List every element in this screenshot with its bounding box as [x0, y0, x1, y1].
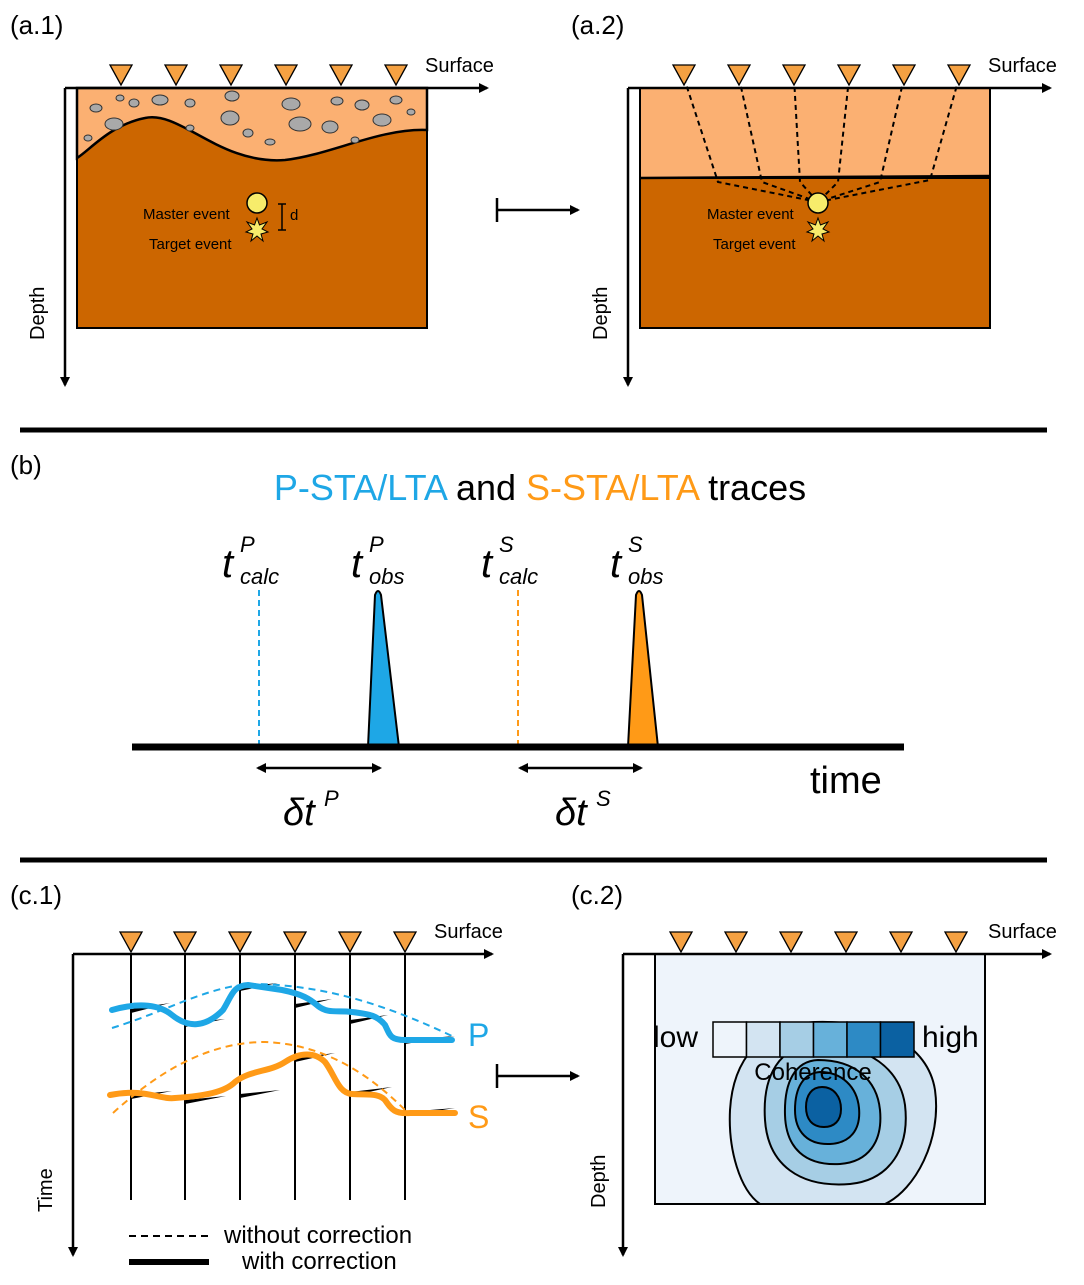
label-t-s-obs: t S obs: [610, 532, 663, 589]
svg-text:P: P: [369, 532, 384, 557]
panel-label-c2: (c.2): [571, 880, 623, 910]
colorbar-swatch-2: [745, 1021, 781, 1058]
colorbar-low-label: low: [653, 1021, 698, 1054]
svg-text:calc: calc: [240, 564, 279, 589]
s-solid-curve: [107, 1051, 458, 1117]
master-event-label: Master event: [707, 206, 795, 223]
title-s-part: S-STA/LTA: [526, 467, 700, 508]
label-t-p-obs: t P obs: [351, 532, 404, 589]
svg-text:S: S: [499, 532, 514, 557]
s-obs-peak: [626, 590, 660, 748]
colorbar-swatch-3: [779, 1021, 815, 1058]
ray-paths: [683, 77, 960, 203]
colorbar-swatch-5: [846, 1021, 882, 1058]
panel-c2: (c.2) Surface Depth low high Coherence: [571, 880, 1057, 1257]
colorbar-swatch-6: [879, 1021, 915, 1058]
legend-solid-label: with correction: [241, 1248, 397, 1275]
colorbar-swatch-1: [712, 1021, 748, 1058]
panel-c1: (c.1) Surface Time P S without co: [10, 880, 503, 1275]
p-phase-label: P: [468, 1017, 489, 1053]
mapping-arrow-a: [495, 198, 580, 222]
panel-label-a2: (a.2): [571, 10, 624, 40]
svg-text:calc: calc: [499, 564, 538, 589]
target-event-label: Target event: [713, 236, 796, 253]
s-dashed-curve: [112, 1040, 406, 1114]
title-and-part: and: [446, 467, 526, 508]
surface-label: Surface: [425, 55, 494, 77]
title-rest-part: traces: [698, 467, 806, 508]
panel-a1: (a.1) Surface Depth d Master event Targe…: [10, 10, 494, 387]
station-markers: [119, 931, 417, 953]
s-phase-label: S: [468, 1099, 489, 1135]
svg-text:t: t: [481, 542, 494, 586]
panel-label-b: (b): [10, 450, 42, 480]
legend-dashed-label: without correction: [223, 1222, 412, 1249]
colorbar-high-label: high: [922, 1021, 979, 1054]
svg-text:t: t: [222, 542, 235, 586]
p-obs-peak: [366, 590, 401, 748]
station-markers: [672, 64, 971, 86]
time-label: time: [810, 760, 882, 802]
distance-bracket: [278, 203, 286, 231]
surface-label: Surface: [988, 921, 1057, 943]
depth-label: Depth: [590, 287, 612, 340]
svg-text:P: P: [240, 532, 255, 557]
svg-text:obs: obs: [628, 564, 663, 589]
svg-text:S: S: [596, 786, 611, 811]
colorbar-title: Coherence: [754, 1059, 871, 1086]
label-t-s-calc: t S calc: [481, 532, 538, 589]
delta-s-label: δt S: [555, 786, 611, 834]
sediment-layer-flat: [639, 87, 991, 179]
time-axis-label: Time: [35, 1168, 57, 1212]
master-event-label: Master event: [143, 206, 231, 223]
distance-label: d: [290, 207, 298, 224]
master-event-marker: [246, 192, 268, 214]
svg-text:δt: δt: [283, 792, 316, 834]
panel-a2: (a.2) Surface Depth Master event Target …: [571, 10, 1057, 387]
label-t-p-calc: t P calc: [222, 532, 279, 589]
master-event-marker: [807, 192, 829, 214]
target-event-label: Target event: [149, 236, 232, 253]
mapping-arrow-c: [495, 1064, 580, 1088]
svg-text:S: S: [628, 532, 643, 557]
delta-p-label: δt P: [283, 786, 339, 834]
svg-text:obs: obs: [369, 564, 404, 589]
panel-label-c1: (c.1): [10, 880, 62, 910]
panel-label-a1: (a.1): [10, 10, 63, 40]
colorbar-swatch-4: [812, 1021, 848, 1058]
panel-b: (b) P-STA/LTA and S-STA/LTA traces t P c…: [10, 450, 904, 834]
target-event-star: [805, 216, 831, 243]
svg-text:δt: δt: [555, 792, 588, 834]
title-p-part: P-STA/LTA: [274, 467, 448, 508]
station-markers: [669, 931, 968, 953]
panel-b-title: P-STA/LTA and S-STA/LTA traces: [274, 467, 806, 508]
rock-fragments: [83, 90, 416, 146]
svg-text:t: t: [351, 542, 364, 586]
sediment-layer: [75, 86, 429, 162]
svg-text:P: P: [324, 786, 339, 811]
depth-label: Depth: [27, 287, 49, 340]
depth-label: Depth: [588, 1155, 610, 1208]
coherence-contour-5: [804, 1085, 843, 1129]
surface-label: Surface: [434, 921, 503, 943]
p-solid-curve: [109, 982, 455, 1043]
target-event-star: [244, 216, 270, 243]
surface-label: Surface: [988, 55, 1057, 77]
station-markers: [109, 64, 408, 86]
coherence-colorbar: [712, 1021, 915, 1058]
svg-text:t: t: [610, 542, 623, 586]
